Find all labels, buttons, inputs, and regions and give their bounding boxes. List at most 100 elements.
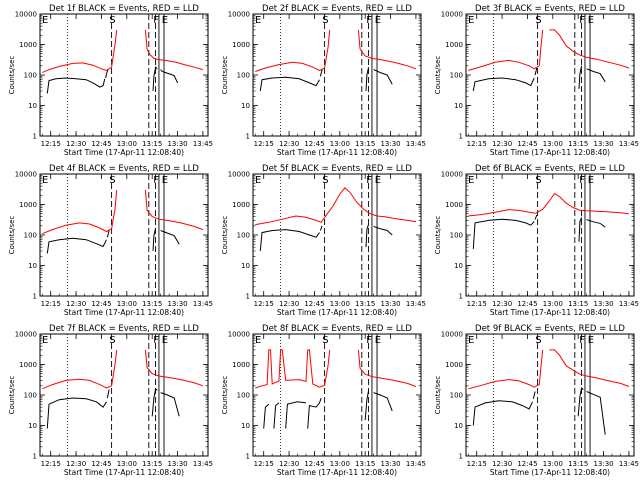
series-line-events [151,387,158,417]
series-line-events [259,76,320,91]
series-line-lld [144,349,204,387]
marker-label: S [535,15,541,26]
x-tick-label: 13:00 [330,460,350,468]
y-tick-label: 10 [454,102,463,110]
series-line-events [364,390,370,421]
x-tick-label: 13:45 [406,300,426,308]
series-line-lld [357,349,417,387]
y-tick-label: 10 [454,422,463,430]
series-line-events [273,402,280,429]
plot-frame [252,13,422,137]
marker-label: E [375,15,381,26]
x-tick-label: 12:30 [492,140,512,148]
x-tick-label: 12:45 [517,140,537,148]
x-tick-label: 13:45 [193,300,213,308]
x-tick-label: 13:45 [193,460,213,468]
series-line-lld [468,349,544,390]
x-tick-label: 13:45 [406,140,426,148]
x-tick-label: 13:00 [117,140,137,148]
plot-frame [39,173,209,297]
x-tick-label: 12:45 [91,140,111,148]
series-line-lld [42,189,118,235]
series-line-events [586,219,606,228]
plot-area [42,334,204,456]
x-tick-label: 12:45 [304,140,324,148]
marker-label: F [366,335,372,346]
chart-title: Det 4f BLACK = Events, RED = LLD [49,164,199,174]
x-tick-label: 13:00 [543,300,563,308]
x-tick-label: 12:15 [41,140,61,148]
series-line-lld [549,349,581,375]
plot-frame [252,173,422,297]
plot-frame [465,13,635,137]
x-axis-label: Start Time (17-Apr-11 12:08:40) [64,148,184,157]
y-tick-label: 1 [33,293,37,301]
series-line-events [46,237,107,254]
y-tick-label: 1000 [232,201,250,209]
x-tick-label: 12:45 [304,300,324,308]
y-axis-label: Counts/sec [434,376,442,415]
y-tick-label: 1000 [19,201,37,209]
y-tick-label: 10000 [441,171,463,179]
chart-title: Det 3f BLACK = Events, RED = LLD [475,4,625,14]
x-axis-label: Start Time (17-Apr-11 12:08:40) [277,148,397,157]
series-line-events [152,227,157,251]
marker-label: S [109,335,115,346]
y-tick-label: 100 [237,392,250,400]
series-line-events [577,387,584,417]
y-tick-label: 100 [24,72,37,80]
plot-area [255,334,417,456]
series-line-events [534,214,538,220]
series-line-events [586,68,606,83]
series-line-events [106,230,110,238]
series-line-events [46,397,107,429]
marker-label: E [162,15,168,26]
series-line-events [472,400,533,426]
series-line-lld [42,349,118,390]
y-tick-label: 1 [246,453,250,461]
series-line-lld [579,54,630,69]
series-line-lld [144,189,204,231]
y-tick-label: 1 [246,293,250,301]
x-tick-label: 12:15 [254,140,274,148]
x-tick-label: 13:45 [619,300,639,308]
series-line-events [472,218,535,249]
x-tick-label: 12:45 [517,300,537,308]
marker-label: E [162,335,168,346]
x-axis-label: Start Time (17-Apr-11 12:08:40) [277,468,397,477]
x-tick-label: 13:30 [380,140,400,148]
y-tick-label: 1 [459,453,463,461]
y-tick-label: 1 [459,293,463,301]
x-tick-label: 12:15 [254,460,274,468]
y-tick-label: 1 [33,453,37,461]
y-axis-label: Counts/sec [221,376,229,415]
y-axis-label: Counts/sec [434,56,442,95]
chart-title: Det 6f BLACK = Events, RED = LLD [475,164,625,174]
y-axis-label: Counts/sec [8,56,16,95]
y-tick-label: 10000 [441,11,463,19]
series-line-events [160,69,179,84]
x-tick-label: 12:15 [467,300,487,308]
series-line-lld [579,373,630,387]
marker-label: F [579,335,585,346]
x-tick-label: 12:30 [279,140,299,148]
marker-label: E [255,335,261,346]
marker-label: S [109,175,115,186]
series-line-lld [357,29,417,70]
y-tick-label: 1000 [19,41,37,49]
y-tick-label: 1 [33,133,37,141]
x-tick-label: 12:45 [91,300,111,308]
x-tick-label: 12:15 [467,140,487,148]
x-tick-label: 12:30 [66,300,86,308]
y-tick-label: 1000 [445,201,463,209]
series-line-events [319,69,323,77]
x-tick-label: 13:00 [543,140,563,148]
marker-label: E [42,15,48,26]
y-axis-label: Counts/sec [221,56,229,95]
x-tick-label: 13:00 [117,300,137,308]
y-tick-label: 100 [24,232,37,240]
